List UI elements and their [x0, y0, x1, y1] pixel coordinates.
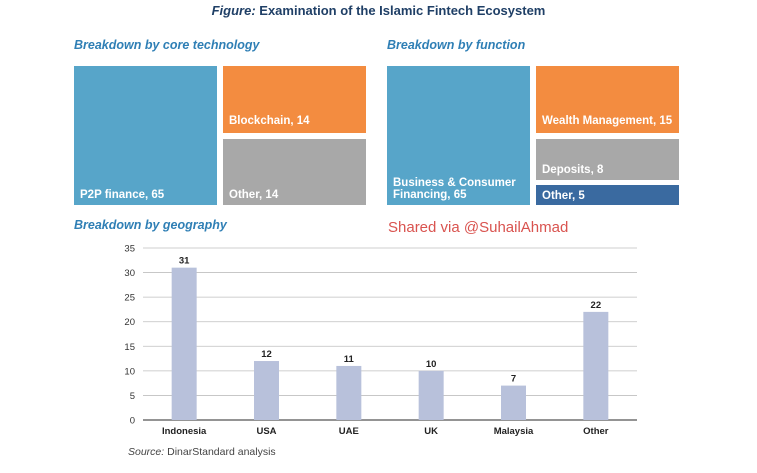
function-section-title: Breakdown by function — [387, 38, 526, 52]
x-tick-label: Other — [583, 426, 609, 437]
x-tick-label: UAE — [339, 426, 359, 437]
bar-indonesia — [171, 267, 197, 420]
bar-usa — [254, 361, 279, 420]
y-tick-label: 35 — [124, 244, 135, 255]
x-tick-label: Indonesia — [162, 426, 207, 437]
figure-title-prefix: Figure: — [211, 3, 256, 18]
figure-title-text: Examination of the Islamic Fintech Ecosy… — [255, 3, 546, 18]
tech-tile-other: Other, 14 — [223, 139, 366, 205]
y-tick-label: 30 — [124, 268, 135, 279]
y-tick-label: 15 — [124, 342, 135, 353]
x-tick-label: Malaysia — [494, 426, 534, 437]
bar-other — [583, 311, 609, 420]
source-prefix: Source: — [128, 446, 165, 458]
tech-tile-other-label: Other, 14 — [229, 189, 279, 201]
data-label: 10 — [426, 359, 437, 370]
tech-tile-blockchain-label: Blockchain, 14 — [229, 114, 310, 127]
y-tick-label: 5 — [130, 391, 135, 402]
figure-title: Figure: Examination of the Islamic Finte… — [0, 3, 757, 18]
watermark-text: Shared via @SuhailAhmad — [388, 219, 569, 236]
x-tick-label: UK — [424, 426, 438, 437]
x-tick-label: USA — [256, 426, 276, 437]
geography-section-title: Breakdown by geography — [74, 218, 227, 232]
source-text: DinarStandard analysis — [164, 446, 276, 458]
function-tile-financing-line1: Business & Consumer — [393, 177, 516, 189]
bar-uk — [418, 370, 444, 420]
data-label: 22 — [591, 300, 602, 311]
data-label: 11 — [344, 354, 355, 365]
tech-tile-p2p: P2P finance, 65 — [74, 66, 217, 205]
y-tick-label: 0 — [130, 416, 135, 427]
tech-tile-p2p-label: P2P finance, 65 — [80, 189, 165, 201]
function-tile-deposits: Deposits, 8 — [536, 139, 679, 180]
function-tile-financing-line2: Financing, 65 — [393, 189, 467, 201]
function-tile-deposits-label: Deposits, 8 — [542, 164, 604, 176]
function-tile-wealth-label: Wealth Management, 15 — [542, 114, 673, 127]
tech-tile-blockchain: Blockchain, 14 — [223, 66, 366, 133]
data-label: 12 — [261, 349, 272, 360]
bar-malaysia — [501, 385, 526, 420]
y-tick-label: 10 — [124, 366, 135, 377]
tech-section-title: Breakdown by core technology — [74, 38, 260, 52]
bar-uae — [336, 365, 362, 420]
function-tile-other-label: Other, 5 — [542, 190, 585, 202]
function-tile-financing: Business & Consumer Financing, 65 — [387, 66, 530, 205]
y-tick-label: 25 — [124, 293, 135, 304]
y-tick-label: 20 — [124, 317, 135, 328]
function-tile-wealth: Wealth Management, 15 — [536, 66, 679, 133]
data-label: 31 — [179, 256, 190, 267]
source-note: Source: DinarStandard analysis — [128, 446, 276, 458]
data-label: 7 — [511, 374, 516, 385]
function-tile-other: Other, 5 — [536, 185, 679, 205]
